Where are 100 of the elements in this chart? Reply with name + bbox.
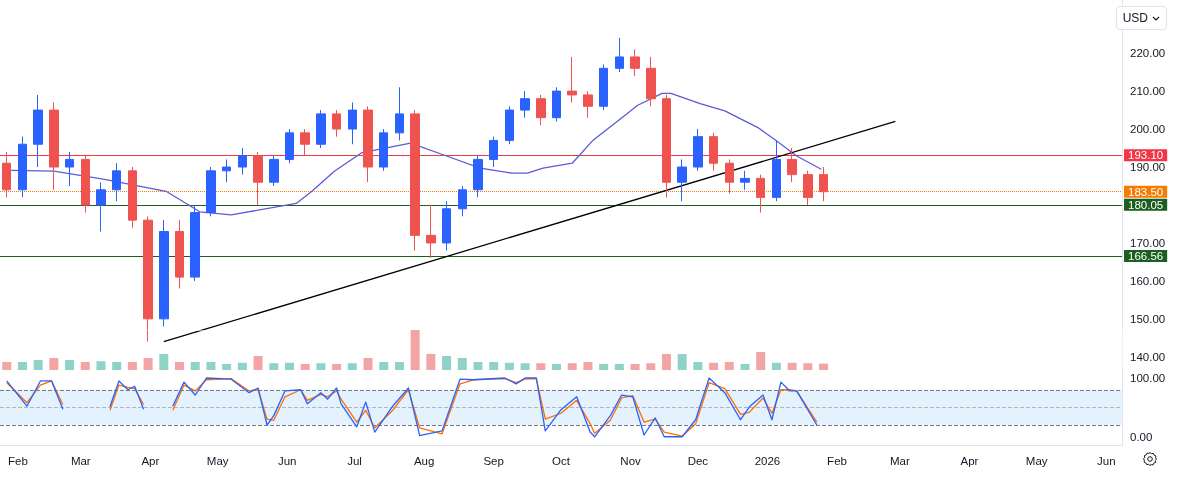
bar — [65, 360, 75, 370]
candlestick — [442, 200, 451, 252]
candlestick — [756, 174, 765, 214]
x-tick-label: Feb — [8, 455, 28, 467]
candlestick — [159, 219, 169, 327]
y-tick-label: 200.00 — [1130, 123, 1166, 136]
line-series — [10, 92, 822, 216]
candlestick — [536, 94, 546, 126]
y-tick-label: 220.00 — [1130, 47, 1166, 60]
bar — [771, 362, 781, 370]
x-tick-label: 2026 — [754, 455, 781, 467]
bar — [787, 362, 797, 370]
bar — [159, 354, 169, 370]
candlestick — [348, 101, 357, 145]
candlestick — [175, 219, 184, 289]
y-tick-label: 160.00 — [1130, 274, 1166, 287]
candlestick — [49, 101, 59, 191]
candlestick — [599, 64, 608, 111]
bar — [112, 362, 122, 370]
candlestick — [143, 215, 153, 343]
bar — [442, 356, 452, 370]
bar — [33, 360, 43, 370]
bar — [693, 362, 703, 370]
y-tick-label: 100.00 — [1130, 372, 1166, 384]
x-tick-label: Feb — [827, 455, 847, 467]
candlestick — [772, 139, 781, 202]
bar — [819, 363, 829, 370]
bar — [96, 361, 106, 370]
bar — [724, 362, 734, 370]
bar — [504, 362, 514, 370]
bar — [583, 362, 593, 370]
bar — [2, 362, 12, 370]
candlestick — [615, 37, 624, 73]
candlestick — [222, 158, 231, 183]
candlestick — [2, 151, 11, 198]
candlestick — [740, 170, 750, 191]
x-tick-label: Jun — [277, 455, 297, 467]
bar — [740, 364, 750, 370]
candlestick — [206, 166, 216, 217]
candlestick — [709, 132, 718, 172]
bar — [599, 364, 609, 370]
bar — [269, 363, 279, 370]
candlestick — [552, 86, 561, 122]
x-tick-label: Nov — [620, 455, 642, 467]
candlestick — [520, 90, 530, 119]
candlestick — [238, 147, 247, 176]
bar — [284, 362, 294, 370]
x-tick-label: Apr — [141, 455, 160, 467]
bar — [394, 362, 404, 370]
ref-line-label: 183.50 — [1128, 185, 1164, 198]
x-tick-label: Mar — [70, 455, 91, 467]
candlestick — [112, 162, 121, 202]
candlestick — [379, 128, 388, 172]
bar — [222, 364, 232, 370]
bar — [127, 362, 137, 370]
bar — [17, 362, 27, 370]
x-tick-label: Dec — [687, 455, 709, 467]
candlestick — [285, 128, 294, 164]
ref-line-label: 166.56 — [1128, 250, 1164, 262]
bar — [426, 354, 436, 370]
x-tick-label: Aug — [413, 455, 435, 467]
bar — [803, 363, 813, 370]
candlestick — [410, 109, 420, 252]
candlestick — [725, 158, 734, 195]
candlestick — [677, 158, 687, 202]
bar — [316, 363, 326, 370]
bar — [190, 362, 200, 370]
bar — [379, 362, 389, 370]
bar — [646, 363, 656, 370]
candlestick — [269, 155, 279, 187]
x-tick-label: Mar — [889, 455, 910, 467]
y-tick-label: 140.00 — [1130, 350, 1166, 363]
y-tick-label: 150.00 — [1130, 312, 1166, 325]
x-tick-label: Apr — [960, 455, 979, 467]
y-tick-label: 210.00 — [1130, 85, 1166, 98]
candlestick — [128, 166, 137, 229]
bar — [457, 358, 467, 370]
candlestick — [190, 204, 200, 282]
bar — [614, 364, 624, 370]
bar — [473, 362, 483, 370]
candlestick — [253, 151, 263, 206]
bar — [143, 358, 153, 370]
bar — [756, 352, 766, 370]
text: USD — [1122, 11, 1148, 25]
bar — [237, 362, 247, 370]
bar — [49, 358, 59, 370]
candlestick — [300, 128, 310, 157]
bar — [552, 364, 562, 370]
x-tick-label: May — [1025, 455, 1048, 467]
bar — [410, 330, 420, 370]
ref-line-label: 180.05 — [1128, 198, 1164, 211]
candlestick — [787, 147, 797, 183]
candlestick — [426, 204, 436, 259]
bar — [253, 356, 263, 370]
candlestick — [33, 94, 43, 168]
ref-line-label: 193.10 — [1128, 149, 1164, 162]
bar — [567, 363, 577, 370]
x-tick-label: Jul — [347, 455, 362, 467]
candlestick — [395, 86, 404, 141]
candlestick — [693, 128, 703, 172]
